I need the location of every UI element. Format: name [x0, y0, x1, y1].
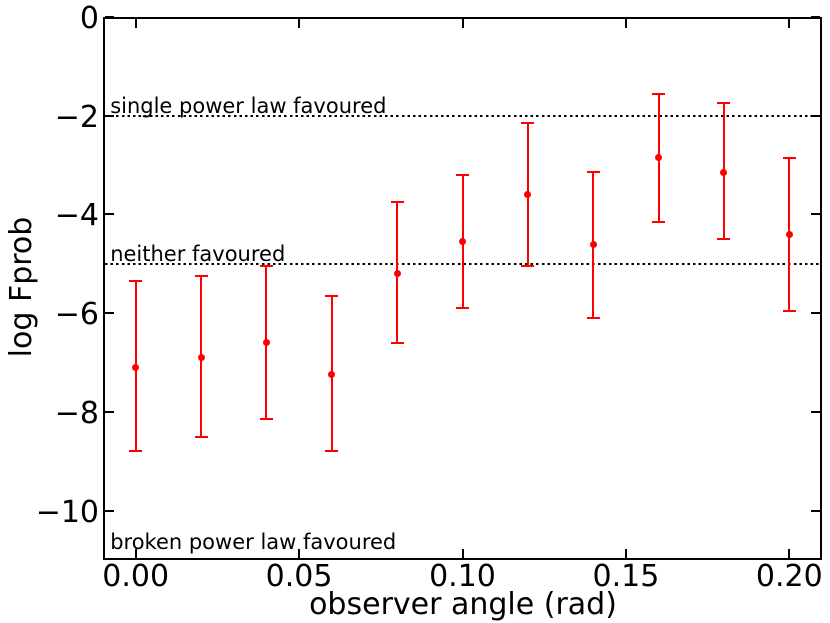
x-tick-label: 0.10	[429, 559, 496, 594]
data-point-marker	[393, 270, 401, 278]
x-tick-top	[624, 19, 627, 28]
y-tick-right	[811, 213, 820, 216]
y-tick-label: −8	[54, 395, 99, 431]
data-point-marker	[328, 371, 336, 379]
x-tick	[624, 549, 627, 558]
x-tick-top	[788, 19, 791, 28]
error-bar-cap-top	[586, 171, 600, 174]
error-bar-cap-bottom	[129, 450, 143, 453]
error-bar-cap-bottom	[717, 238, 731, 241]
data-point-marker	[262, 339, 270, 347]
y-tick-right	[811, 16, 820, 18]
error-bar-cap-top	[194, 275, 208, 278]
x-axis-label: observer angle (rad)	[309, 587, 617, 622]
error-bar-cap-top	[456, 173, 469, 176]
error-bar-cap-top	[717, 102, 731, 105]
y-tick-label: −6	[54, 297, 99, 333]
error-bar-cap-top	[521, 122, 535, 125]
data-point-marker	[785, 230, 793, 238]
error-bar-cap-bottom	[456, 307, 469, 310]
x-tick	[134, 549, 137, 558]
y-tick-right	[811, 509, 820, 512]
error-bar-cap-bottom	[325, 450, 339, 453]
error-bar-cap-bottom	[259, 418, 273, 421]
error-bar-cap-bottom	[521, 265, 535, 268]
y-tick-label: −2	[54, 99, 99, 135]
y-tick	[105, 16, 114, 18]
x-tick-label: 0.00	[102, 559, 170, 594]
y-tick-label: −4	[54, 198, 99, 234]
data-point-marker	[720, 168, 728, 176]
data-point-marker	[589, 240, 597, 248]
y-tick-label: 0	[79, 1, 99, 36]
x-tick-top	[461, 19, 464, 28]
plot-area	[103, 17, 822, 560]
data-point-marker	[459, 238, 466, 246]
data-point-marker	[197, 354, 205, 362]
data-point-marker	[655, 154, 663, 162]
annotation-broken-power-law-favoured: broken power law favoured	[110, 529, 397, 554]
data-point-marker	[132, 363, 140, 371]
y-tick-right	[811, 410, 820, 413]
x-tick-label: 0.15	[592, 559, 660, 594]
error-bar-cap-top	[652, 92, 666, 95]
x-tick	[788, 549, 791, 558]
y-tick-right	[811, 312, 820, 315]
error-bar-cap-top	[259, 265, 273, 268]
annotation-single-power-law-favoured: single power law favoured	[110, 94, 387, 119]
error-bar-cap-bottom	[652, 220, 666, 223]
data-point-marker	[524, 191, 532, 199]
x-tick	[298, 549, 301, 558]
x-tick-top	[134, 19, 137, 28]
y-tick-label: −10	[35, 494, 99, 530]
error-bar-cap-top	[129, 280, 143, 283]
y-tick	[105, 213, 114, 216]
error-bar-cap-top	[782, 156, 796, 159]
x-tick-top	[298, 19, 301, 28]
x-tick-label: 0.05	[265, 559, 333, 594]
reference-line-single-power-law	[105, 114, 820, 117]
y-axis-label: log Fprob	[4, 216, 39, 358]
x-tick-label: 0.20	[755, 559, 823, 594]
error-bar-cap-bottom	[194, 435, 208, 438]
y-tick	[105, 410, 114, 413]
y-tick	[105, 509, 114, 512]
error-bar-cap-bottom	[390, 341, 404, 344]
error-bar-cap-top	[390, 201, 404, 204]
error-bar-cap-bottom	[586, 317, 600, 320]
x-tick	[461, 549, 464, 558]
error-bar-cap-top	[325, 294, 339, 297]
y-tick	[105, 312, 114, 315]
annotation-neither-favoured: neither favoured	[110, 242, 286, 267]
error-bar-cap-bottom	[782, 309, 796, 312]
